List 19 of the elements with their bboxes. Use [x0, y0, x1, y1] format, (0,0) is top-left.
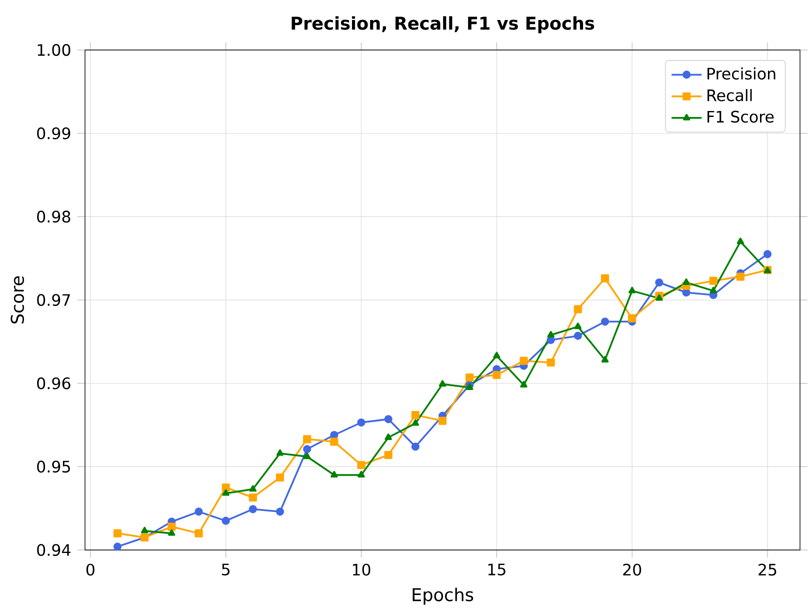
y-tick-label: 0.96 — [37, 377, 70, 390]
y-tick-label: 0.99 — [37, 127, 70, 140]
x-tick-label: 0 — [86, 564, 94, 576]
y-tick-label: 0.97 — [37, 294, 70, 306]
y-tick-label: 0.98 — [37, 210, 70, 223]
legend-label: Recall — [708, 89, 752, 102]
x-tick-label: 15 — [488, 564, 506, 576]
chart-title: Precision, Recall, F1 vs Epochs — [292, 16, 594, 34]
x-axis-title: Epochs — [412, 588, 474, 605]
y-tick-label: 1.00 — [38, 44, 70, 56]
legend-label: F1 Score — [708, 110, 774, 123]
x-tick-label: 5 — [222, 564, 230, 576]
y-axis-title: Score — [10, 276, 24, 324]
y-tick-label: 0.94 — [37, 544, 70, 556]
y-tick-label: 0.95 — [37, 460, 70, 473]
x-tick-label: 10 — [352, 564, 370, 576]
x-tick-label: 25 — [758, 564, 776, 576]
x-tick-label: 20 — [623, 564, 642, 576]
legend-label: Precision — [708, 67, 776, 80]
